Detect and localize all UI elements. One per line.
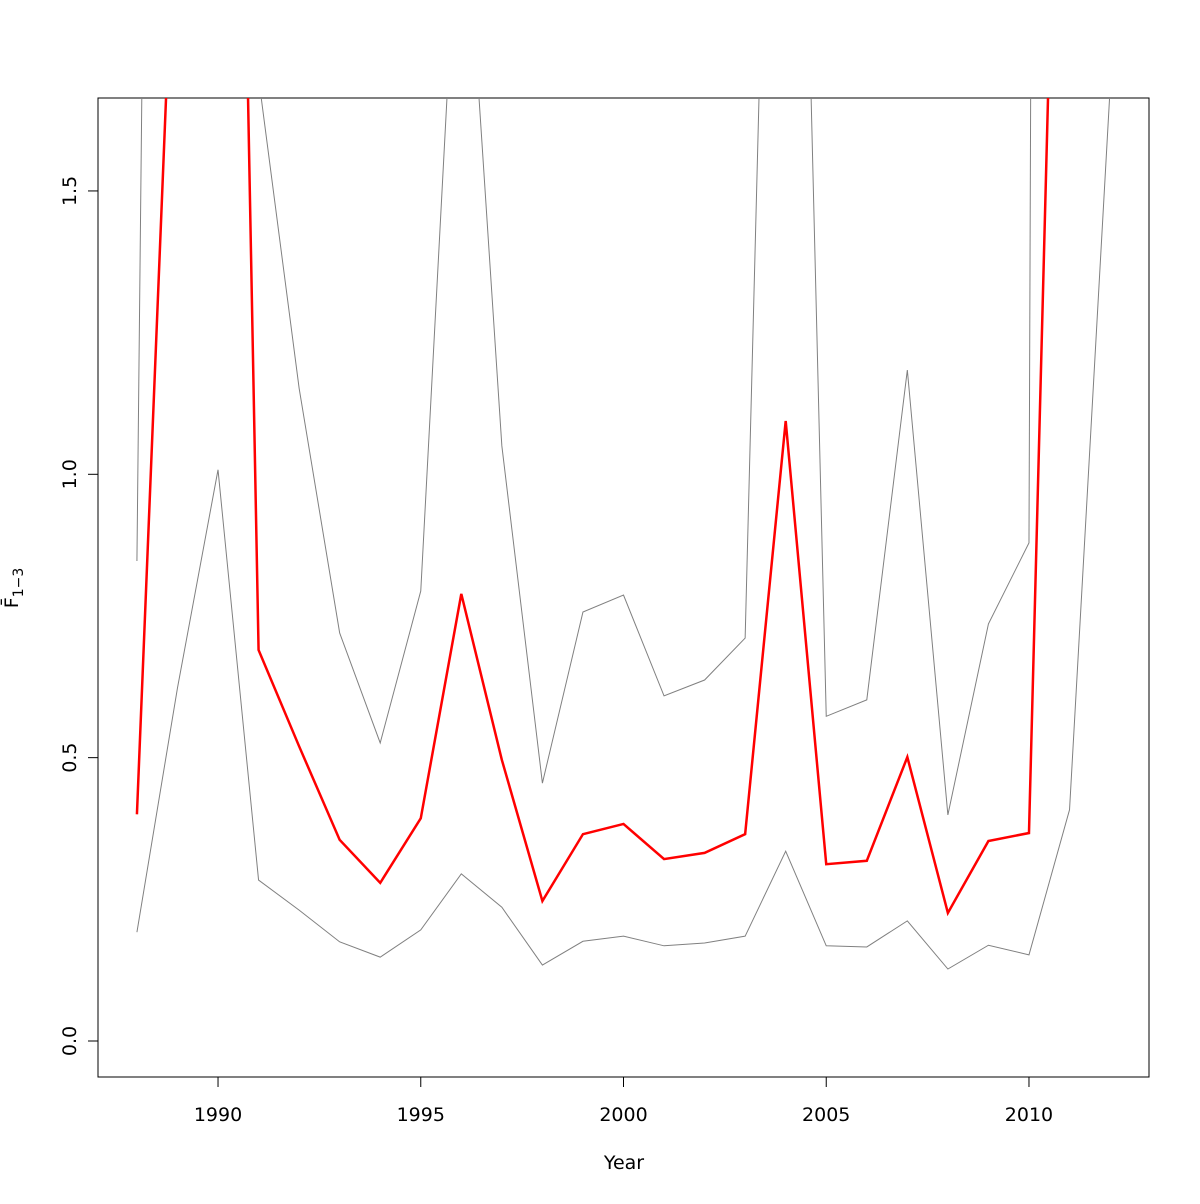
series-line (136, 98, 1032, 815)
x-tick-label: 2010 (1005, 1104, 1053, 1126)
y-tick-label: 1.5 (59, 176, 81, 206)
y-label-main: F̄ (0, 597, 23, 608)
y-tick-label: 1.0 (59, 459, 81, 489)
series-line (136, 98, 1111, 970)
series-line (135, 98, 1050, 917)
x-tick-label: 1995 (397, 1104, 445, 1126)
x-tick-label: 2005 (802, 1104, 850, 1126)
x-axis-label: Year (603, 1152, 644, 1174)
y-tick-label: 0.5 (59, 743, 81, 773)
y-axis-label: F̄1−3 (0, 568, 27, 608)
plot-frame (97, 97, 1150, 1078)
x-tick-label: 1990 (194, 1104, 242, 1126)
y-tick-label: 0.0 (59, 1026, 81, 1056)
plot-area (135, 98, 1111, 970)
y-label-sub: 1−3 (11, 568, 27, 598)
x-tick-label: 2000 (599, 1104, 647, 1126)
